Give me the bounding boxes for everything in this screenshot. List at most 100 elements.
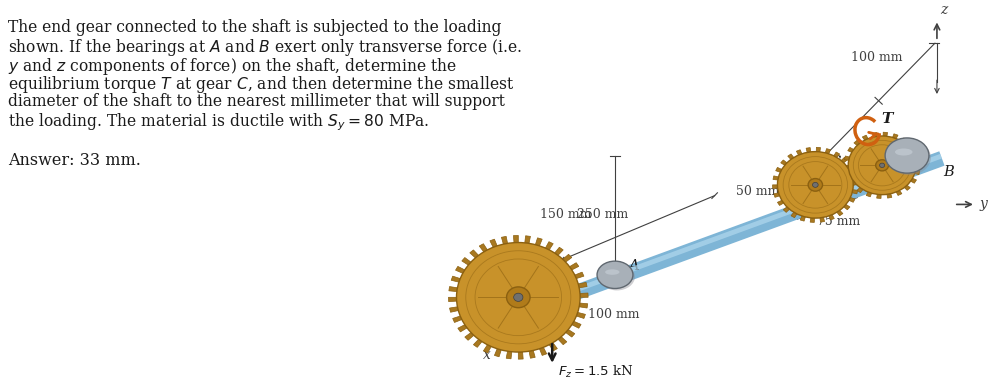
- Polygon shape: [579, 282, 587, 288]
- Polygon shape: [501, 236, 507, 244]
- Polygon shape: [490, 239, 497, 247]
- Polygon shape: [834, 152, 840, 157]
- Polygon shape: [849, 197, 854, 202]
- Polygon shape: [580, 303, 587, 308]
- Polygon shape: [456, 266, 465, 273]
- Polygon shape: [777, 200, 783, 205]
- Polygon shape: [847, 164, 854, 169]
- Polygon shape: [450, 307, 458, 312]
- Polygon shape: [470, 250, 479, 258]
- Text: 100 mm: 100 mm: [588, 308, 640, 321]
- Polygon shape: [913, 152, 919, 157]
- Polygon shape: [451, 276, 460, 282]
- Ellipse shape: [777, 152, 854, 218]
- Polygon shape: [458, 325, 467, 332]
- Ellipse shape: [879, 163, 884, 167]
- Polygon shape: [791, 212, 797, 218]
- Polygon shape: [904, 185, 910, 190]
- Text: B: B: [944, 165, 954, 179]
- Text: 100 mm: 100 mm: [852, 51, 903, 64]
- Ellipse shape: [457, 242, 581, 352]
- Text: A: A: [628, 259, 638, 273]
- Polygon shape: [820, 217, 825, 222]
- Ellipse shape: [895, 149, 913, 155]
- Polygon shape: [545, 242, 553, 250]
- Text: $F_z = 1.5$ kN: $F_z = 1.5$ kN: [558, 364, 634, 380]
- Text: y: y: [980, 197, 988, 211]
- Text: 250 mm: 250 mm: [577, 208, 628, 221]
- Polygon shape: [494, 349, 501, 357]
- Polygon shape: [829, 214, 835, 220]
- Text: z: z: [940, 3, 947, 17]
- Polygon shape: [555, 247, 563, 255]
- Polygon shape: [518, 352, 523, 359]
- Ellipse shape: [513, 293, 523, 301]
- Polygon shape: [449, 286, 458, 291]
- Polygon shape: [846, 173, 851, 178]
- Polygon shape: [563, 254, 572, 262]
- Text: diameter of the shaft to the nearest millimeter that will support: diameter of the shaft to the nearest mil…: [8, 93, 504, 110]
- Ellipse shape: [599, 263, 635, 290]
- Polygon shape: [796, 150, 802, 155]
- Polygon shape: [857, 187, 863, 193]
- Polygon shape: [845, 156, 850, 160]
- Polygon shape: [783, 207, 789, 212]
- Polygon shape: [775, 167, 781, 172]
- Text: x: x: [483, 348, 491, 362]
- Polygon shape: [848, 147, 854, 152]
- Polygon shape: [896, 190, 902, 195]
- Ellipse shape: [506, 287, 530, 308]
- Ellipse shape: [605, 269, 619, 275]
- Polygon shape: [887, 194, 892, 198]
- Polygon shape: [853, 190, 857, 194]
- Text: 150 mm: 150 mm: [540, 208, 591, 221]
- Polygon shape: [465, 332, 474, 340]
- Polygon shape: [539, 347, 547, 355]
- Polygon shape: [908, 144, 914, 149]
- Polygon shape: [484, 345, 492, 353]
- Ellipse shape: [885, 138, 929, 173]
- Polygon shape: [572, 321, 582, 328]
- Polygon shape: [911, 178, 917, 183]
- Polygon shape: [513, 236, 518, 243]
- Polygon shape: [462, 257, 471, 265]
- Text: T: T: [881, 112, 893, 126]
- Polygon shape: [883, 132, 887, 136]
- Polygon shape: [773, 176, 778, 180]
- Polygon shape: [549, 343, 558, 351]
- Text: 50 mm: 50 mm: [736, 185, 779, 198]
- Polygon shape: [453, 316, 462, 322]
- Text: 75 mm: 75 mm: [817, 214, 860, 228]
- Polygon shape: [893, 134, 898, 139]
- Ellipse shape: [849, 136, 916, 195]
- Ellipse shape: [813, 182, 818, 187]
- Polygon shape: [854, 181, 858, 185]
- Polygon shape: [448, 297, 457, 302]
- Polygon shape: [580, 293, 588, 297]
- Polygon shape: [474, 339, 482, 347]
- Polygon shape: [575, 272, 584, 278]
- Text: equilibrium torque $T$ at gear $C$, and then determine the smallest: equilibrium torque $T$ at gear $C$, and …: [8, 74, 514, 95]
- Text: the loading. The material is ductile with $S_y = 80$ MPa.: the loading. The material is ductile wit…: [8, 111, 429, 133]
- Polygon shape: [806, 147, 811, 152]
- Ellipse shape: [875, 160, 888, 171]
- Ellipse shape: [808, 178, 823, 191]
- Polygon shape: [773, 193, 779, 197]
- Polygon shape: [854, 140, 859, 146]
- Polygon shape: [566, 329, 575, 337]
- Ellipse shape: [597, 261, 633, 288]
- Polygon shape: [844, 165, 849, 169]
- Polygon shape: [529, 350, 535, 358]
- Text: shown. If the bearings at $A$ and $B$ exert only transverse force (i.e.: shown. If the bearings at $A$ and $B$ ex…: [8, 37, 522, 58]
- Polygon shape: [901, 138, 907, 143]
- Text: The end gear connected to the shaft is subjected to the loading: The end gear connected to the shaft is s…: [8, 19, 501, 36]
- Polygon shape: [825, 149, 831, 154]
- Polygon shape: [850, 181, 855, 186]
- Polygon shape: [837, 210, 843, 216]
- Polygon shape: [525, 236, 530, 243]
- Polygon shape: [852, 172, 856, 177]
- Text: C: C: [830, 155, 841, 169]
- Polygon shape: [480, 244, 488, 252]
- Polygon shape: [577, 313, 585, 318]
- Polygon shape: [787, 154, 794, 159]
